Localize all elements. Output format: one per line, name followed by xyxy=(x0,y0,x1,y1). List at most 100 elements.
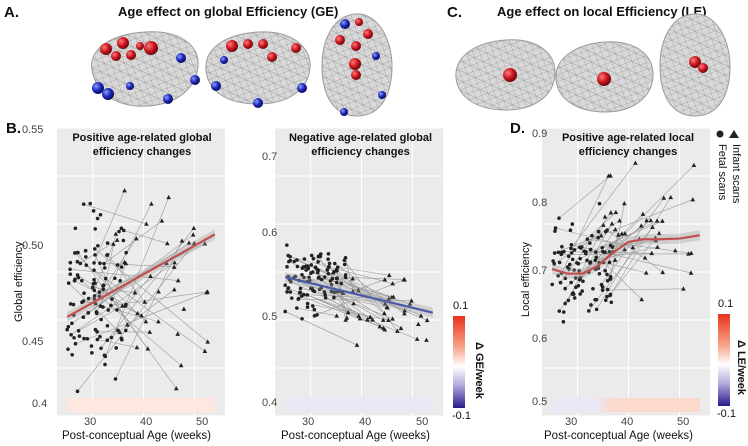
plot2-ytick: 0.6 xyxy=(262,227,278,239)
fetal-scan-point xyxy=(551,259,555,263)
infant-scan-point xyxy=(144,221,149,226)
infant-scan-point xyxy=(391,294,396,299)
fetal-scan-point xyxy=(68,260,73,265)
subject-trajectory xyxy=(96,203,152,313)
fetal-scan-point xyxy=(97,290,102,294)
fetal-scan-point xyxy=(608,276,613,281)
fetal-scan-point xyxy=(322,275,327,279)
plot2-xlabel: Post-conceptual Age (weeks) xyxy=(281,430,430,442)
infant-scan-point xyxy=(414,336,420,341)
fetal-scan-point xyxy=(574,285,578,289)
infant-scan-point xyxy=(617,218,622,223)
subject-trajectory xyxy=(125,275,151,307)
infant-scan-point xyxy=(424,337,429,342)
infant-scan-point xyxy=(608,210,614,215)
subject-trajectory xyxy=(554,220,620,265)
trend-line xyxy=(66,233,216,318)
subject-trajectory xyxy=(588,226,653,312)
infant-scan-point xyxy=(134,344,140,350)
fetal-scan-point xyxy=(581,279,585,284)
plot3-ytick: 0.5 xyxy=(532,396,548,408)
infant-scan-point xyxy=(681,286,686,291)
infant-scan-point xyxy=(174,385,179,391)
infant-scan-point xyxy=(418,313,424,318)
fetal-scan-point xyxy=(311,256,316,261)
panel-letter-d: D. xyxy=(510,120,525,137)
fetal-scan-point xyxy=(66,347,70,351)
subject-trajectory xyxy=(97,339,138,348)
infant-scan-point xyxy=(159,218,165,223)
fetal-scan-point xyxy=(572,296,577,300)
infant-scan-point xyxy=(654,218,660,223)
subject-trajectory xyxy=(290,291,380,327)
subject-trajectory xyxy=(599,249,625,275)
plot2-xtick: 50 xyxy=(416,416,429,428)
fetal-scan-point xyxy=(76,328,81,333)
fetal-scan-point xyxy=(78,261,83,266)
plot3-xtick: 40 xyxy=(621,416,634,428)
age-effect-strip xyxy=(67,398,215,412)
fetal-scan-point xyxy=(315,267,319,271)
fetal-scan-point xyxy=(124,302,128,307)
age-effect-strip xyxy=(552,398,700,412)
fetal-scan-point xyxy=(578,292,582,296)
infant-scan-point xyxy=(661,195,667,200)
fetal-scan-point xyxy=(334,267,339,272)
subject-trajectory xyxy=(605,237,656,301)
fetal-scan-point xyxy=(323,292,327,297)
age-effect-strip xyxy=(285,398,433,412)
fetal-scan-point xyxy=(593,258,598,263)
fetal-scan-point xyxy=(300,316,304,321)
subject-trajectory xyxy=(285,311,358,346)
fetal-scan-point xyxy=(286,286,291,290)
fetal-scan-point xyxy=(569,246,573,251)
infant-scan-point xyxy=(402,308,408,313)
plot2-xtick: 30 xyxy=(302,416,315,428)
infant-scan-point xyxy=(648,217,654,223)
infant-scan-point xyxy=(619,231,625,236)
fetal-scan-point xyxy=(102,261,106,266)
fetal-scan-point xyxy=(605,272,609,277)
fetal-scan-point xyxy=(105,241,110,245)
subject-trajectory xyxy=(71,242,190,324)
fetal-scan-point xyxy=(101,283,106,287)
fetal-scan-point xyxy=(323,295,328,300)
fetal-scan-point xyxy=(84,255,88,259)
infant-scan-point xyxy=(386,272,392,278)
infant-scan-point xyxy=(113,231,119,236)
fetal-scan-point xyxy=(565,265,570,269)
infant-scan-point xyxy=(424,317,430,323)
fetal-scan-point xyxy=(110,297,114,301)
fetal-scan-point xyxy=(115,308,119,312)
fetal-scan-point xyxy=(326,252,331,256)
fetal-scan-point xyxy=(95,216,100,221)
infant-scan-point xyxy=(382,327,388,332)
fetal-scan-point xyxy=(329,289,334,294)
fetal-scan-point xyxy=(86,311,91,315)
fetal-scan-point xyxy=(307,275,311,280)
fetal-scan-point xyxy=(326,271,331,276)
fetal-scan-point xyxy=(332,261,337,266)
fetal-scan-point xyxy=(286,253,290,258)
fetal-scan-point xyxy=(90,351,94,355)
fetal-scan-point xyxy=(119,336,124,341)
infant-scan-point xyxy=(165,240,170,246)
fetal-scan-point xyxy=(99,317,103,322)
fetal-scan-point xyxy=(86,296,91,301)
fetal-scan-point xyxy=(550,282,555,287)
fetal-scan-point xyxy=(607,250,612,254)
legend-fetal: Fetal scans xyxy=(716,144,728,201)
infant-scan-point xyxy=(643,270,649,275)
fetal-scan-point xyxy=(296,296,301,301)
fetal-scan-point xyxy=(605,294,609,299)
plot3-ytick: 0.7 xyxy=(532,265,548,277)
subject-trajectory xyxy=(77,252,177,389)
fetal-scan-point xyxy=(283,283,288,287)
fetal-scan-point xyxy=(93,301,98,306)
infant-scan-point xyxy=(615,232,621,237)
fetal-scan-point xyxy=(556,250,561,255)
fetal-scan-point xyxy=(312,289,317,294)
fetal-scan-point xyxy=(103,276,108,281)
fetal-scan-point xyxy=(66,324,71,329)
infant-scan-point xyxy=(598,233,604,238)
